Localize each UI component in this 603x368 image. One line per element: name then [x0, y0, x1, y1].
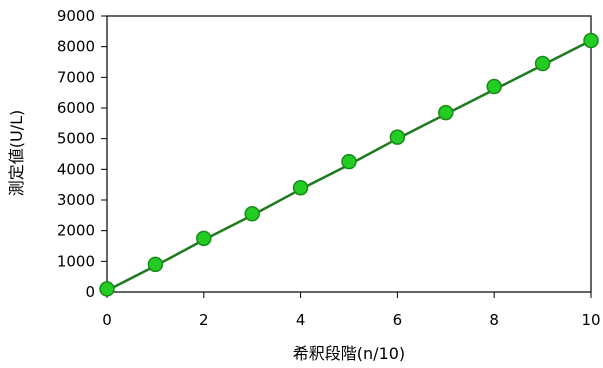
x-axis-title: 希釈段階(n/10) [293, 344, 405, 363]
data-point [99, 281, 115, 297]
data-point [196, 230, 212, 247]
y-tick-label: 9000 [57, 7, 95, 25]
x-tick-label: 2 [199, 311, 209, 329]
y-tick-label: 0 [85, 283, 95, 301]
x-tick-label: 0 [102, 311, 112, 329]
y-tick-label: 5000 [57, 130, 95, 148]
y-tick-label: 6000 [57, 99, 95, 117]
y-axis-title: 測定値(U/L) [7, 110, 26, 197]
y-tick-label: 7000 [57, 68, 95, 86]
data-point [147, 256, 164, 273]
x-tick-label: 10 [581, 311, 600, 329]
plot-frame [106, 15, 592, 293]
data-point [292, 179, 309, 196]
x-tick-label: 6 [393, 311, 403, 329]
data-point [583, 32, 599, 49]
data-point [341, 153, 357, 170]
x-tick-label: 8 [489, 311, 499, 329]
data-point [244, 206, 260, 222]
y-tick-label: 3000 [57, 191, 95, 209]
plot-area: 0 1000 2000 3000 4000 5000 6000 7000 8000 9000 0 2 4… [57, 7, 601, 329]
y-tick-label: 2000 [57, 222, 95, 240]
data-point [486, 78, 502, 95]
x-tick-label: 4 [296, 311, 306, 329]
y-tick-label: 8000 [57, 38, 95, 56]
y-tick-label: 4000 [57, 160, 95, 178]
data-point [389, 129, 406, 145]
y-tick-label: 1000 [57, 252, 95, 270]
data-point [534, 55, 551, 72]
data-point [438, 104, 454, 121]
